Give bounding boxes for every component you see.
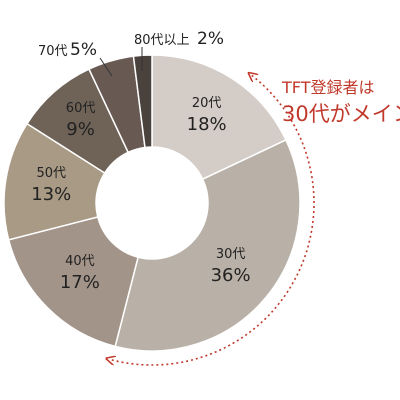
slice-category-label: 20代 xyxy=(192,96,222,111)
slice-category-label: 40代 xyxy=(65,254,95,269)
slice-value-label: 36% xyxy=(211,265,251,286)
slice-value-label: 17% xyxy=(60,272,100,293)
slice-value-label: 9% xyxy=(66,119,95,140)
slice-category-label: 50代 xyxy=(36,166,66,181)
annotation-arrow xyxy=(110,75,315,366)
slice-category-label: 70代 xyxy=(38,44,68,59)
slice-value-label: 5% xyxy=(70,40,97,60)
slice-value-label: 13% xyxy=(31,184,71,205)
slice-category-label: 30代 xyxy=(216,247,246,262)
annotation-line1: TFT登録者は xyxy=(281,78,374,97)
slice-value-label: 18% xyxy=(187,114,227,135)
slice-category-label: 80代以上 xyxy=(134,33,190,48)
slice-category-label: 60代 xyxy=(66,101,96,116)
annotation-line2: 30代がメイン xyxy=(282,102,400,126)
slice-value-label: 2% xyxy=(197,29,224,49)
